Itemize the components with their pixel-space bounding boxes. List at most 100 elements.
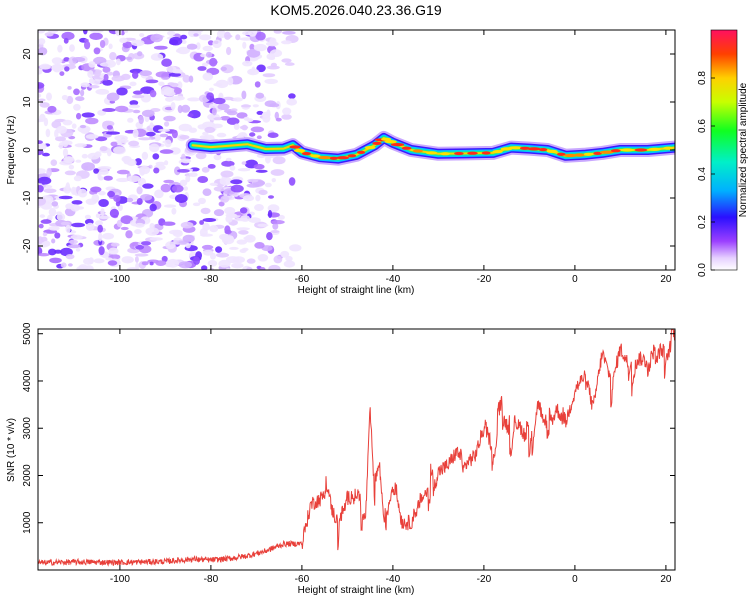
- noise-blob: [236, 227, 250, 231]
- noise-blob: [179, 135, 190, 140]
- noise-blob: [61, 94, 68, 101]
- noise-blob: [74, 143, 87, 148]
- snr-y-ticks: 1000 2000 3000 4000 5000: [22, 322, 675, 534]
- noise-blob: [85, 134, 99, 140]
- noise-blob: [177, 81, 183, 90]
- noise-blob: [224, 229, 232, 235]
- noise-blob: [255, 194, 261, 202]
- noise-blob: [240, 215, 251, 222]
- noise-blob: [164, 121, 170, 127]
- noise-blob: [67, 244, 81, 249]
- noise-blob: [71, 123, 77, 129]
- noise-blob: [231, 264, 244, 268]
- noise-blob: [76, 112, 82, 120]
- noise-blob: [271, 178, 276, 183]
- noise-blob: [61, 31, 75, 41]
- snr-x-tick-label: -20: [477, 574, 492, 585]
- noise-blob: [165, 96, 174, 102]
- noise-blob: [63, 185, 72, 194]
- noise-blob: [258, 189, 268, 196]
- noise-blob: [39, 102, 50, 108]
- signal-hotspot: [519, 146, 530, 150]
- noise-blob: [248, 30, 257, 37]
- noise-blob: [141, 151, 149, 160]
- noise-blob: [116, 58, 121, 66]
- noise-blob: [73, 175, 82, 182]
- noise-blob: [241, 124, 248, 131]
- noise-blob: [140, 93, 152, 103]
- noise-blob: [273, 255, 283, 264]
- noise-blob: [270, 230, 280, 233]
- noise-blob: [57, 44, 63, 53]
- noise-blob: [242, 41, 247, 49]
- noise-blob: [255, 169, 268, 173]
- noise-blob: [178, 123, 192, 132]
- noise-blob: [229, 165, 236, 171]
- snr-y-tick-label: 1000: [22, 511, 33, 534]
- noise-blob: [43, 240, 50, 247]
- signal-hotspot: [620, 148, 634, 152]
- colorbar-tick-label: 0.0: [697, 263, 708, 277]
- noise-blob: [102, 120, 115, 127]
- noise-blob: [237, 168, 251, 172]
- noise-blob: [83, 257, 94, 265]
- noise-blob: [75, 96, 85, 102]
- signal-hotspot: [492, 150, 503, 154]
- noise-blob: [95, 136, 108, 142]
- signal-hotspot: [384, 140, 397, 144]
- noise-blob: [38, 176, 52, 185]
- noise-blob: [38, 143, 47, 150]
- noise-blob: [139, 168, 145, 176]
- noise-blob: [137, 51, 143, 57]
- noise-blob: [135, 244, 145, 250]
- noise-blob: [95, 88, 110, 95]
- noise-blob: [64, 170, 76, 176]
- noise-blob: [134, 256, 139, 263]
- noise-blob: [247, 68, 260, 76]
- noise-blob: [176, 46, 190, 55]
- noise-blob: [159, 149, 174, 154]
- noise-blob: [118, 139, 129, 143]
- snr-series-line: [38, 329, 675, 567]
- signal-hotspot: [364, 146, 376, 150]
- noise-blob: [51, 201, 59, 207]
- signal-hotspot: [527, 147, 541, 151]
- spectrogram-y-ticks: -20 -10 0 10 20: [22, 48, 675, 253]
- noise-blob: [209, 225, 219, 233]
- colorbar-tick-label: 0.6: [697, 119, 708, 133]
- noise-blob: [38, 253, 50, 257]
- noise-blob: [71, 186, 77, 195]
- noise-blob: [244, 234, 256, 243]
- noise-blob: [68, 239, 78, 245]
- noise-blob: [68, 263, 73, 267]
- noise-blob: [75, 248, 81, 252]
- noise-blob: [38, 149, 44, 156]
- noise-blob: [164, 204, 177, 208]
- noise-blob: [254, 204, 264, 211]
- spectrogram-x-tick-label: -40: [386, 274, 401, 285]
- noise-blob: [145, 79, 159, 84]
- noise-blob: [103, 175, 113, 181]
- noise-blob: [125, 230, 133, 239]
- noise-blob: [138, 137, 152, 141]
- noise-blob: [85, 198, 97, 205]
- noise-blob: [171, 207, 177, 215]
- noise-blob: [42, 232, 48, 237]
- noise-blob: [236, 112, 248, 119]
- noise-blob: [185, 175, 191, 183]
- noise-blob: [110, 141, 118, 147]
- signal-hotspot: [425, 151, 438, 155]
- noise-blob: [48, 207, 57, 217]
- noise-blob: [221, 64, 234, 74]
- signal-hotspot: [564, 153, 577, 158]
- spectrogram-x-tick-label: 20: [660, 274, 672, 285]
- noise-blob: [47, 30, 59, 33]
- noise-blob: [225, 157, 232, 162]
- noise-blob: [119, 37, 128, 43]
- noise-blob: [254, 242, 265, 249]
- noise-blob: [172, 69, 183, 74]
- noise-blob: [126, 158, 137, 167]
- noise-blob: [113, 194, 121, 203]
- noise-blob: [274, 111, 279, 120]
- noise-blob: [152, 153, 160, 160]
